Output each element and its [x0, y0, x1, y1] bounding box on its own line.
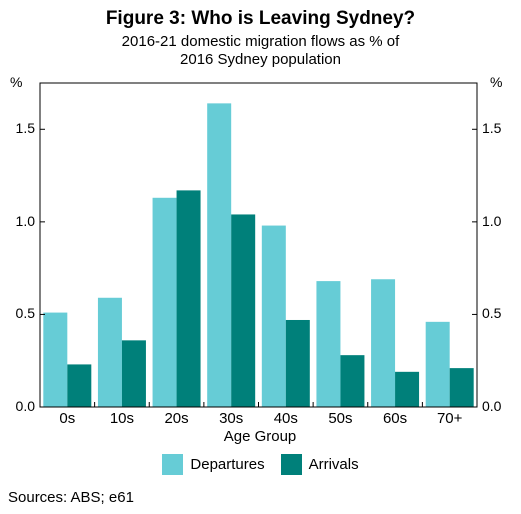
bar-arrivals-20s [176, 190, 201, 407]
y-axis-unit-left: % [10, 74, 23, 90]
legend-item-arrivals: Arrivals [280, 454, 359, 475]
bar-arrivals-50s [340, 355, 365, 407]
x-tick-label-0s: 0s [59, 410, 76, 427]
y-tick-label-right-0.0: 0.0 [482, 398, 502, 414]
y-tick-label-left-1.0: 1.0 [15, 212, 35, 229]
x-tick-label-60s: 60s [382, 410, 408, 427]
y-axis-unit-right: % [490, 74, 503, 90]
legend-label-arrivals: Arrivals [308, 456, 359, 473]
bar-arrivals-40s [285, 319, 310, 407]
source-note: Sources: ABS; e61 [8, 489, 134, 506]
y-tick-label-right-1.0: 1.0 [482, 212, 502, 229]
x-tick-label-30s: 30s [219, 410, 244, 427]
bar-departures-40s [261, 225, 286, 407]
chart-subtitle: 2016-21 domestic migration flows as % of… [0, 33, 521, 69]
y-tick-label-left-0.0: 0.0 [15, 398, 35, 414]
subtitle-line-1: 2016-21 domestic migration flows as % of [121, 33, 400, 50]
x-axis-label: Age Group [223, 428, 297, 445]
legend-item-departures: Departures [162, 454, 265, 475]
bar-departures-30s [207, 103, 232, 407]
bar-departures-60s [371, 279, 396, 407]
y-tick-label-right-0.5: 0.5 [482, 305, 502, 322]
bar-arrivals-60s [395, 371, 420, 407]
subtitle-line-2: 2016 Sydney population [180, 51, 341, 68]
legend: Departures Arrivals [0, 454, 521, 475]
bar-arrivals-0s [67, 364, 92, 407]
bar-departures-50s [316, 281, 341, 407]
bar-departures-10s [97, 297, 122, 407]
legend-label-departures: Departures [190, 456, 265, 473]
y-tick-label-left-0.5: 0.5 [15, 305, 35, 322]
x-tick-label-10s: 10s [109, 410, 135, 427]
bar-arrivals-30s [231, 214, 256, 407]
x-tick-label-20s: 20s [164, 410, 189, 427]
bar-arrivals-10s [121, 340, 146, 407]
y-tick-label-right-1.5: 1.5 [482, 120, 502, 137]
legend-swatch-departures [162, 454, 184, 475]
bar-departures-20s [152, 197, 177, 407]
bar-departures-0s [43, 312, 68, 407]
chart-title: Figure 3: Who is Leaving Sydney? [105, 8, 416, 29]
bar-departures-70+ [425, 321, 450, 407]
legend-swatch-arrivals [280, 454, 302, 475]
x-tick-label-40s: 40s [273, 410, 298, 427]
x-tick-label-50s: 50s [328, 410, 353, 427]
x-tick-label-70+: 70+ [436, 410, 463, 427]
bar-arrivals-70+ [449, 368, 474, 407]
y-tick-label-left-1.5: 1.5 [15, 120, 35, 137]
